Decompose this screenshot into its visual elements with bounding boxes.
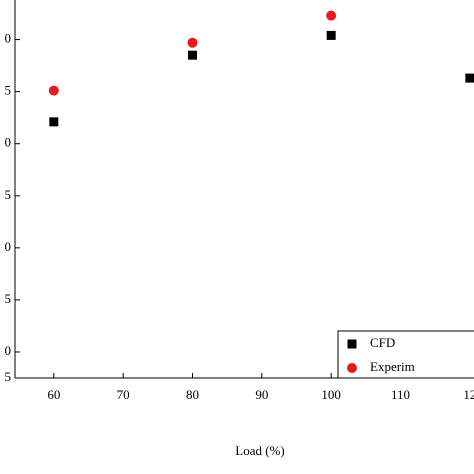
point <box>48 85 59 96</box>
legend-label: Experim <box>370 359 415 374</box>
x-tick-label: 60 <box>47 387 60 402</box>
y-tick-label: 5 <box>5 369 12 384</box>
x-tick-label: 110 <box>391 387 410 402</box>
legend-box <box>337 330 474 379</box>
x-tick-label: 70 <box>117 387 130 402</box>
x-tick-label: 12 <box>463 387 474 402</box>
y-tick-label: 0 <box>5 239 12 254</box>
legend-label: CFD <box>370 335 395 350</box>
point <box>49 117 59 127</box>
point <box>187 37 198 48</box>
y-tick-label: 0 <box>5 31 12 46</box>
legend-marker <box>347 339 357 349</box>
y-tick-label: 0 <box>5 343 12 358</box>
point <box>326 30 336 40</box>
point <box>187 50 197 60</box>
x-tick-label: 100 <box>321 387 341 402</box>
legend-marker <box>347 363 357 373</box>
y-tick-label: 5 <box>5 291 12 306</box>
x-axis-label: Load (%) <box>235 443 284 458</box>
point <box>465 73 474 83</box>
y-tick-label: 5 <box>5 187 12 202</box>
y-tick-label: 0 <box>5 135 12 150</box>
x-tick-label: 90 <box>255 387 268 402</box>
x-tick-label: 80 <box>186 387 199 402</box>
y-tick-label: 5 <box>5 83 12 98</box>
point <box>326 10 337 21</box>
